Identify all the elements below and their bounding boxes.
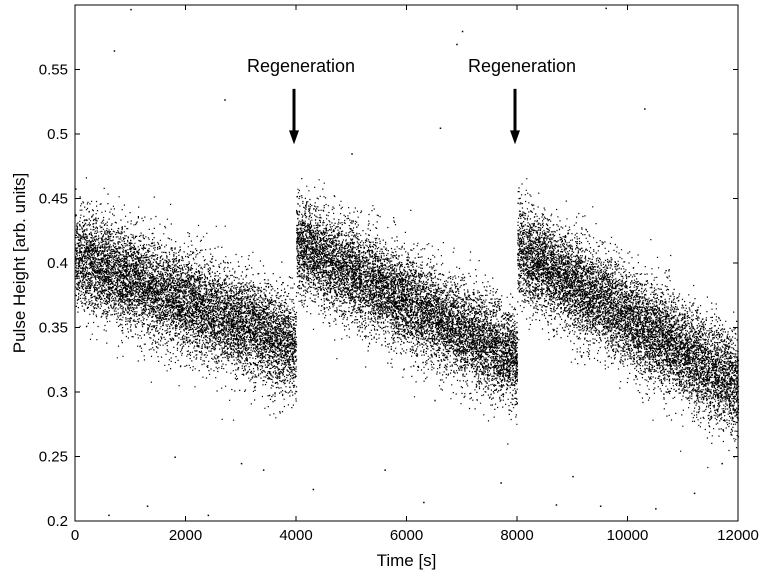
- x-axis-label: Time [s]: [377, 551, 437, 570]
- y-tick-label: 0.5: [47, 126, 68, 143]
- x-tick-label: 10000: [607, 527, 649, 544]
- x-tick-label: 12000: [717, 527, 759, 544]
- y-tick-label: 0.25: [39, 449, 68, 466]
- regeneration-annotation: Regeneration: [247, 56, 355, 76]
- y-tick-label: 0.45: [39, 191, 68, 208]
- x-tick-label: 0: [71, 527, 79, 544]
- annotation-arrow-head: [289, 130, 299, 145]
- annotation-arrow-head: [510, 130, 520, 145]
- axis-ticks: 0 2000 4000 6000 8000 10000 12000 0.2 0.25 0.3 0.3…: [39, 5, 759, 544]
- y-tick-label: 0.3: [47, 384, 68, 401]
- x-tick-label: 6000: [390, 527, 423, 544]
- y-tick-label: 0.55: [39, 62, 68, 79]
- annotations: Regeneration Regeneration: [247, 56, 576, 145]
- scatter-points: [75, 7, 740, 517]
- y-tick-label: 0.35: [39, 320, 68, 337]
- y-tick-label: 0.2: [47, 513, 68, 530]
- x-tick-label: 8000: [500, 527, 533, 544]
- x-tick-label: 2000: [169, 527, 202, 544]
- data-points: [75, 7, 740, 517]
- x-tick-label: 4000: [279, 527, 312, 544]
- regeneration-annotation: Regeneration: [468, 56, 576, 76]
- y-axis-label: Pulse Height [arb. units]: [10, 173, 29, 353]
- y-tick-label: 0.4: [47, 255, 68, 272]
